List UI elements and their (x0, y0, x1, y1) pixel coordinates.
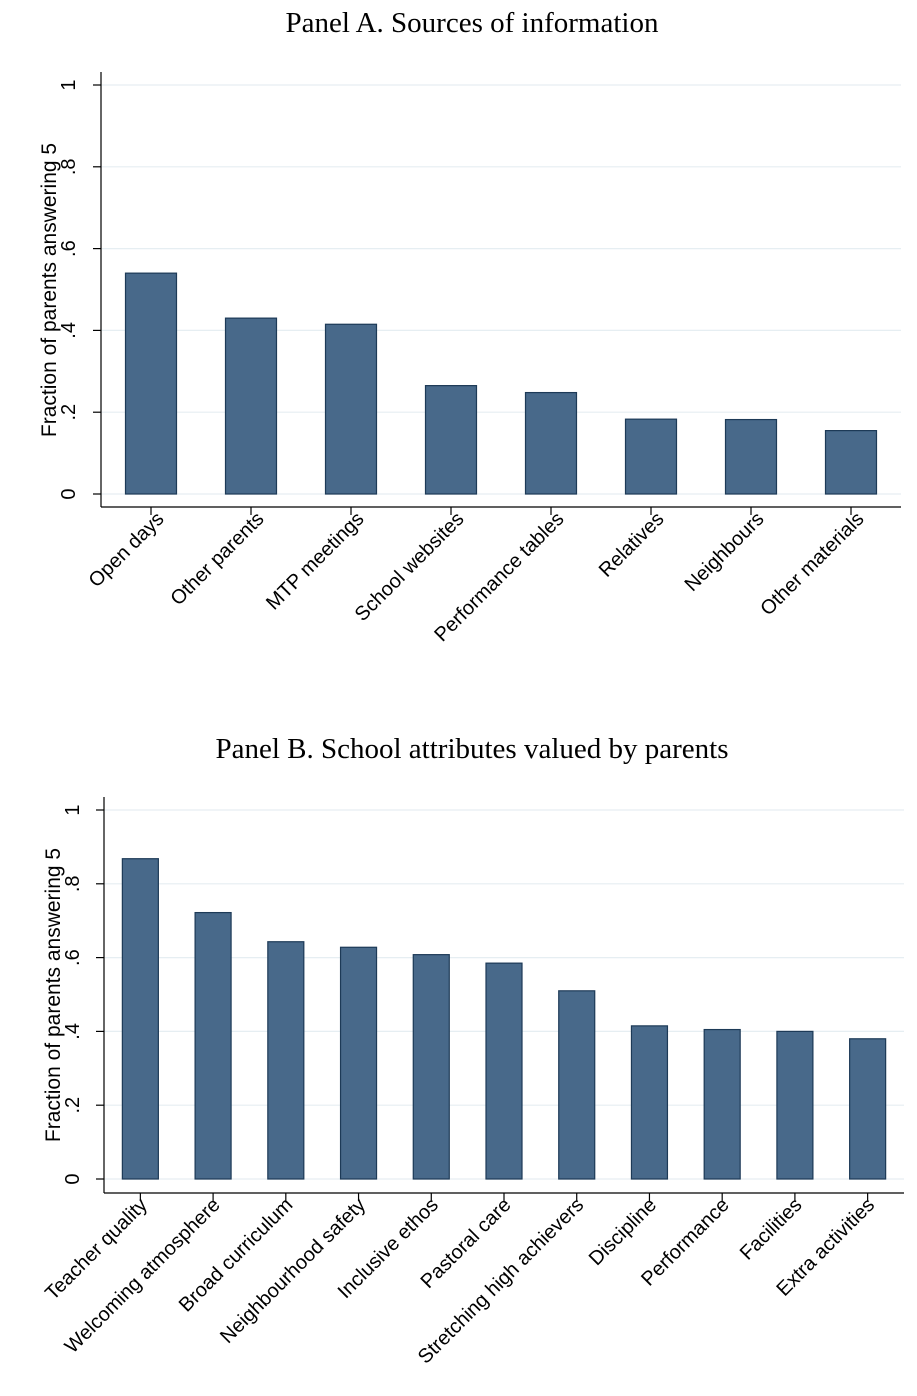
panel-b-y-tick-label: .4 (62, 1023, 84, 1040)
panel-b-y-tick-label: .2 (62, 1097, 84, 1114)
panel-b-y-tick-label: 0 (62, 1173, 84, 1184)
panel-a-category-label: Neighbours (681, 508, 769, 596)
panel-b-y-tick-label: .6 (62, 949, 84, 966)
panel-b-bar (849, 1038, 887, 1180)
panel-a-category-label: Open days (85, 508, 169, 592)
panel-a: Panel A. Sources of information 0 .2 .4 .6.… (38, 7, 901, 646)
panel-b-bar (485, 962, 523, 1180)
panel-a-title: Panel A. Sources of information (286, 7, 659, 39)
panel-a-category-label: School websites (351, 508, 469, 626)
panel-a-y-tick-label: .6 (58, 240, 80, 257)
panel-a-y-tick-label: 1 (58, 79, 80, 90)
panel-a-category-label: Other parents (167, 508, 269, 610)
panel-b-bar (703, 1028, 741, 1180)
panel-a-bar (324, 323, 378, 495)
panel-a-bar (724, 418, 778, 495)
panel-a-y-tick-label: .2 (58, 404, 80, 421)
panel-a-y-tick-label: .4 (58, 322, 80, 339)
panel-a-category-label: Relatives (595, 508, 669, 582)
panel-b-bar (121, 858, 159, 1180)
panel-a-category-label: Other materials (756, 508, 868, 620)
panel-a-category-label: MTP meetings (262, 508, 368, 614)
panel-a-y-tick-label: .8 (58, 158, 80, 175)
panel-b-bar (412, 954, 450, 1180)
panel-b-title: Panel B. School attributes valued by par… (215, 733, 728, 765)
panel-a-y-tick-label: 0 (58, 488, 80, 499)
panel-a-bar (624, 418, 678, 495)
panel-a-bar (524, 391, 578, 495)
panel-b-category-label: Discipline (585, 1194, 661, 1270)
panel-b-y-tick-label: .8 (62, 875, 84, 892)
panel-a-bar (224, 317, 278, 495)
panel-b: Panel B. School attributes valued by par… (41, 733, 904, 1368)
panel-b-y-tick-label: 1 (62, 804, 84, 815)
panel-a-bar (124, 272, 178, 495)
panel-b-bar (630, 1025, 669, 1180)
panel-b-y-axis-label: Fraction of parents answering 5 (42, 848, 65, 1142)
panel-b-bar (776, 1030, 814, 1180)
panel-b-category-label: Neighbourhood safety (216, 1194, 370, 1348)
panel-b-bar (194, 911, 232, 1180)
panel-a-y-axis-label: Fraction of parents answering 5 (38, 143, 61, 437)
panel-a-bar (424, 385, 478, 495)
panel-b-bar (339, 946, 378, 1180)
panel-b-category-label: Facilities (736, 1194, 807, 1265)
panel-b-bar (267, 941, 305, 1180)
panel-b-bar (558, 990, 596, 1180)
panel-a-bar (824, 430, 878, 495)
